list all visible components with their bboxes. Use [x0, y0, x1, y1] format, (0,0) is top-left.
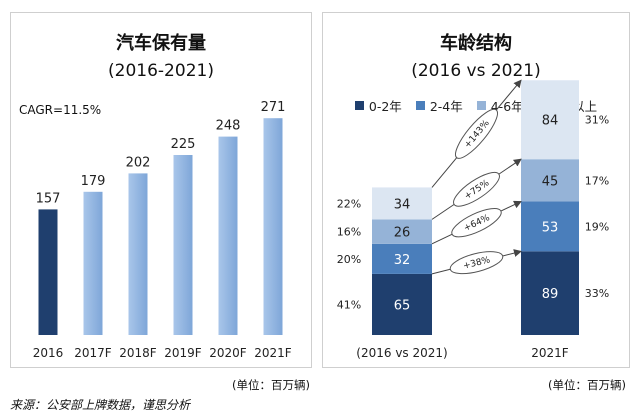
segment-percent-label: 20% — [337, 253, 361, 266]
cagr-note: CAGR=11.5% — [19, 103, 102, 117]
segment-value-label: 84 — [542, 114, 559, 129]
x-tick-label: 2020F — [209, 346, 247, 360]
growth-badge — [451, 208, 502, 238]
segment-value-label: 89 — [542, 287, 559, 302]
legend-label: 0-2年 — [368, 99, 402, 114]
x-tick-label: 2018F — [119, 346, 157, 360]
bar-value-label: 248 — [216, 119, 241, 134]
bar-value-label: 202 — [126, 155, 151, 170]
bar-2020F — [218, 136, 238, 335]
bar-2017F — [83, 191, 103, 335]
growth-badge — [449, 251, 504, 275]
segment-percent-label: 31% — [585, 114, 609, 127]
bar-2021F — [263, 118, 283, 335]
ownership-bar-chart: 157 2016 179 2017F 202 2018F 225 2019F 248 2020F 2… — [33, 100, 292, 360]
x-tick-label: 2016 — [33, 346, 64, 360]
segment-value-label: 65 — [394, 298, 411, 313]
x-tick-label: (2016 vs 2021) — [356, 346, 447, 360]
age-structure-stacked-chart: 65 41% 32 20% 26 16% 34 22% (2016 vs 2021) 89 33% 5… — [337, 79, 609, 360]
stack-segment-2-4年 — [372, 243, 432, 274]
panel-title: 汽车保有量 — [116, 33, 206, 54]
legend-swatch — [476, 101, 486, 110]
segment-percent-label: 16% — [337, 226, 361, 239]
legend-label: 2-4年 — [429, 99, 463, 114]
bar-value-label: 271 — [261, 100, 286, 115]
bar-value-label: 225 — [171, 137, 196, 152]
bar-value-label: 179 — [81, 174, 106, 189]
segment-percent-label: 22% — [337, 197, 361, 210]
panel-subtitle: (2016-2021) — [108, 61, 214, 81]
stack-segment-2-4年 — [521, 201, 579, 252]
stack-segment-6年以上 — [372, 187, 432, 220]
segment-percent-label: 33% — [585, 287, 609, 300]
segment-value-label: 53 — [542, 220, 559, 235]
bar-2019F — [173, 155, 193, 335]
bar-2018F — [128, 173, 148, 335]
stack-segment-4-6年 — [372, 219, 432, 244]
legend-swatch — [354, 101, 364, 110]
x-tick-label: 2019F — [164, 346, 202, 360]
segment-percent-label: 19% — [585, 220, 609, 233]
stack-segment-6年以上 — [521, 80, 579, 160]
bar-2016 — [38, 209, 58, 335]
segment-percent-label: 41% — [337, 298, 361, 311]
growth-badge — [455, 108, 498, 159]
source-note: 来源：公安部上牌数据，谨思分析 — [10, 398, 191, 412]
unit-label-right: (单位：百万辆) — [548, 378, 626, 392]
stack-segment-0-2年 — [521, 251, 579, 335]
legend-item: 0-2年 — [354, 96, 402, 115]
growth-badge — [453, 171, 500, 207]
x-tick-label: 2021F — [254, 346, 292, 360]
unit-label-left: (单位：百万辆) — [232, 378, 310, 392]
x-tick-label: 2017F — [74, 346, 112, 360]
vehicle-age-panel: 车龄结构 (2016 vs 2021) 0-2年2-4年4-6年6年以上 654… — [322, 12, 630, 368]
stack-segment-4-6年 — [521, 159, 579, 202]
segment-value-label: 34 — [394, 197, 411, 212]
vehicle-ownership-panel: 汽车保有量 (2016-2021) CAGR=11.5% 157 2016 179 2… — [10, 12, 312, 368]
stack-segment-0-2年 — [372, 273, 432, 335]
legend-item: 2-4年 — [415, 96, 463, 115]
legend-label: 4-6年 — [490, 99, 524, 114]
panel-subtitle: (2016 vs 2021) — [411, 61, 541, 81]
legend-item: 4-6年 — [476, 96, 524, 115]
segment-value-label: 45 — [542, 174, 559, 189]
legend-swatch — [415, 101, 425, 110]
bar-value-label: 157 — [36, 191, 61, 206]
x-tick-label: 2021F — [531, 346, 569, 360]
segment-percent-label: 17% — [585, 174, 609, 187]
segment-value-label: 26 — [394, 226, 411, 241]
segment-value-label: 32 — [394, 253, 411, 268]
panel-title: 车龄结构 — [440, 33, 512, 54]
